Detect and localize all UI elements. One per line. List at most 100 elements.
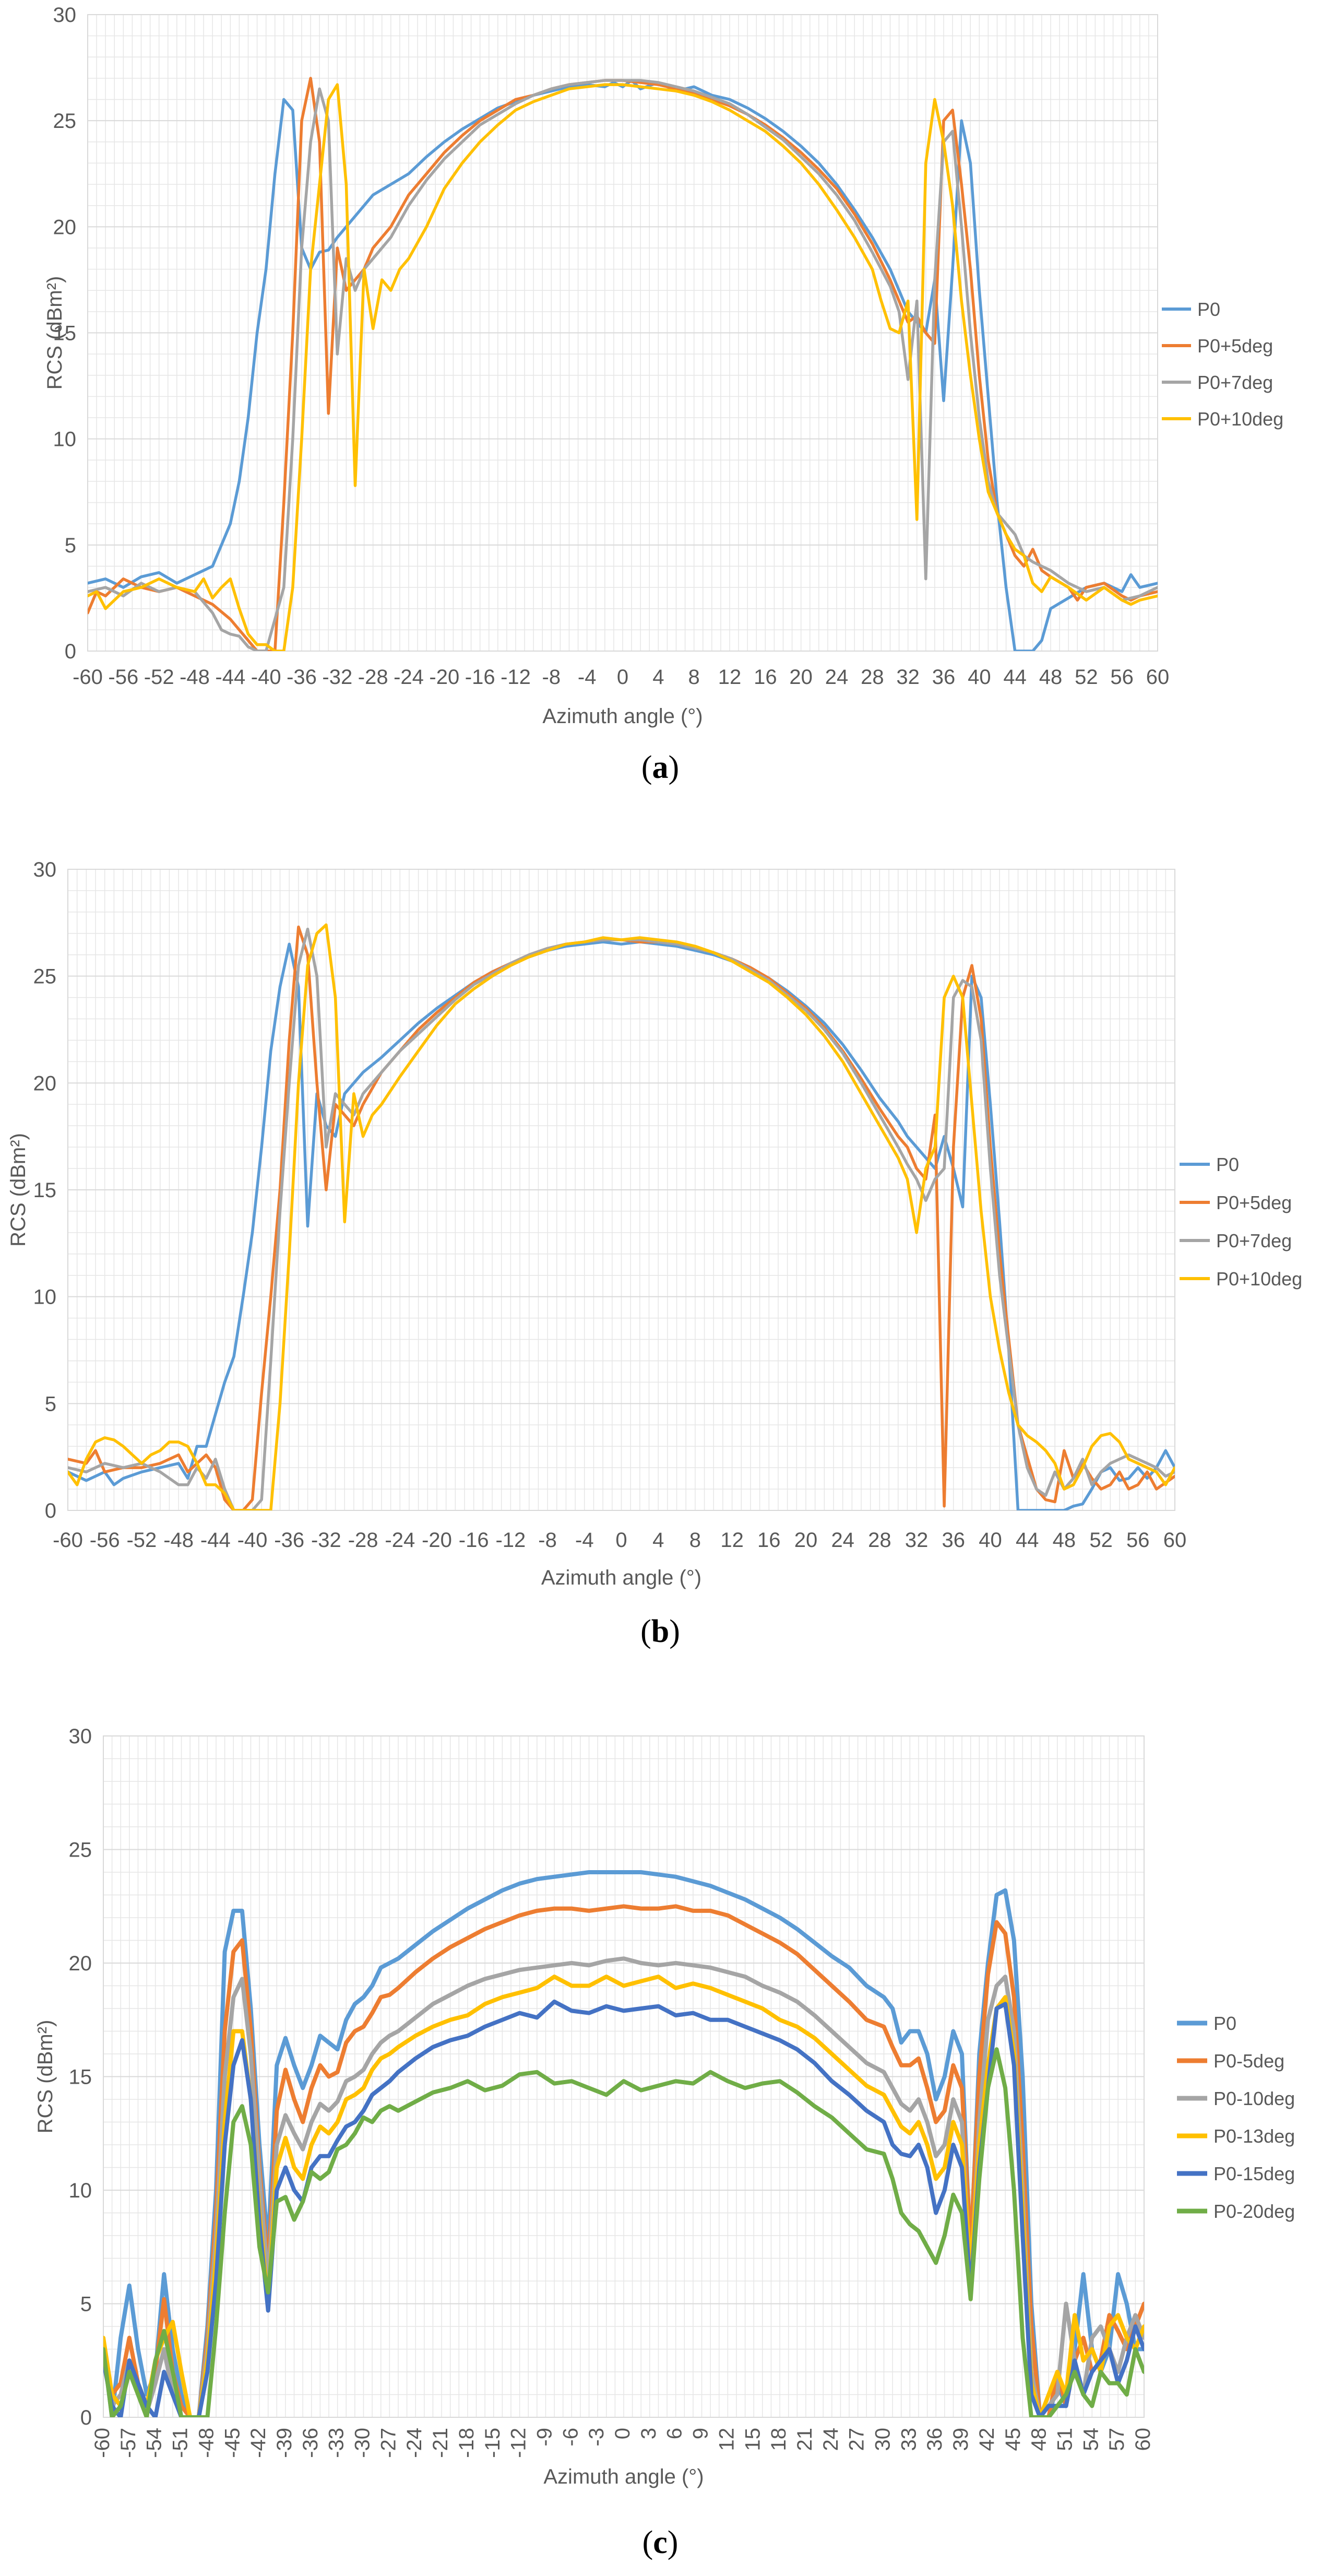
x-tick-label: -30 — [351, 2428, 374, 2458]
x-tick-label: 40 — [979, 1529, 1002, 1552]
x-tick-label: 24 — [831, 1529, 854, 1552]
x-tick-label: -56 — [90, 1529, 120, 1552]
y-tick-label: 5 — [80, 2293, 92, 2316]
y-axis-title: RCS (dBm²) — [34, 2020, 57, 2134]
x-tick-label: 4 — [652, 1529, 664, 1552]
grid — [103, 1735, 1145, 2418]
x-tick-label: 24 — [825, 666, 849, 689]
x-tick-label: -60 — [53, 1529, 83, 1552]
x-tick-label: -44 — [200, 1529, 231, 1552]
x-tick-label: -4 — [578, 666, 597, 689]
x-tick-label: 9 — [689, 2428, 712, 2439]
x-tick-label: -27 — [377, 2428, 400, 2458]
y-tick-label: 0 — [45, 1499, 56, 1522]
legend-label: P0+10deg — [1216, 1268, 1302, 1290]
x-tick-label: -48 — [195, 2428, 218, 2458]
x-tick-label: -9 — [533, 2428, 556, 2447]
legend-label: P0-15deg — [1213, 2163, 1295, 2184]
y-tick-label: 30 — [53, 4, 77, 27]
x-tick-label: -48 — [180, 666, 210, 689]
x-tick-label: 36 — [942, 1529, 966, 1552]
x-tick-label: 60 — [1163, 1529, 1187, 1552]
x-tick-label: 28 — [861, 666, 884, 689]
legend-label: P0+5deg — [1197, 335, 1273, 357]
panel-label: (c) — [642, 2525, 679, 2560]
legend-label: P0 — [1213, 2013, 1236, 2034]
x-tick-label: 52 — [1075, 666, 1098, 689]
x-tick-label: 8 — [688, 666, 700, 689]
x-tick-label: -32 — [311, 1529, 341, 1552]
x-tick-label: -12 — [501, 666, 531, 689]
x-tick-label: 24 — [819, 2428, 842, 2451]
x-tick-label: 0 — [617, 666, 628, 689]
series-line-p0-10deg — [103, 1956, 1144, 2417]
y-tick-label: 0 — [80, 2406, 92, 2429]
x-tick-label: 18 — [767, 2428, 790, 2451]
x-tick-label: 30 — [872, 2428, 895, 2451]
x-tick-label: 44 — [1003, 666, 1027, 689]
legend: P0 P0+5deg P0+7deg P0+10deg — [1180, 1154, 1302, 1290]
y-tick-label: 5 — [45, 1392, 56, 1415]
x-tick-label: 28 — [868, 1529, 891, 1552]
panel-label: (b) — [640, 1614, 680, 1649]
x-tick-label: -36 — [274, 1529, 304, 1552]
x-tick-label: 39 — [949, 2428, 972, 2451]
x-tick-label: -54 — [143, 2428, 166, 2458]
series-line-p0-10deg — [68, 923, 1175, 1510]
x-tick-label: -40 — [237, 1529, 268, 1552]
x-tick-label: 3 — [637, 2428, 660, 2439]
x-tick-label: -28 — [358, 666, 388, 689]
x-tick-label: -42 — [247, 2428, 270, 2458]
y-axis-title: RCS (dBm²) — [7, 1133, 30, 1247]
series-line-p0-7deg — [88, 79, 1158, 651]
x-tick-label: -32 — [322, 666, 352, 689]
series-line-p0-10deg — [88, 83, 1158, 651]
legend-label: P0+5deg — [1216, 1192, 1292, 1213]
x-tick-label: 20 — [789, 666, 813, 689]
x-tick-label: -12 — [507, 2428, 530, 2458]
x-tick-label: -45 — [221, 2428, 244, 2458]
x-tick-label: 12 — [720, 1529, 744, 1552]
x-tick-label: -24 — [385, 1529, 415, 1552]
x-tick-label: -6 — [559, 2428, 582, 2447]
panel-letter: a — [652, 750, 669, 785]
x-axis-title: Azimuth angle (°) — [542, 705, 703, 728]
x-tick-label: 33 — [897, 2428, 920, 2451]
x-tick-label: -44 — [215, 666, 245, 689]
x-tick-label: -4 — [575, 1529, 594, 1552]
x-tick-label: 32 — [905, 1529, 929, 1552]
x-tick-label: -40 — [251, 666, 281, 689]
x-tick-label: 56 — [1126, 1529, 1150, 1552]
y-tick-label: 25 — [53, 110, 77, 133]
x-tick-label: -60 — [91, 2428, 114, 2458]
x-tick-label: -36 — [299, 2428, 322, 2458]
y-tick-label: 20 — [69, 1952, 92, 1975]
x-tick-label: 48 — [1028, 2428, 1051, 2451]
x-tick-label: 21 — [793, 2428, 816, 2451]
x-tick-label: 60 — [1146, 666, 1170, 689]
x-tick-label: -56 — [108, 666, 138, 689]
panel-letter: c — [653, 2525, 668, 2560]
x-tick-label: 48 — [1039, 666, 1063, 689]
x-tick-label: -12 — [495, 1529, 526, 1552]
series-line-p0-20deg — [103, 2047, 1144, 2417]
x-tick-label: 20 — [794, 1529, 818, 1552]
x-tick-label: 44 — [1016, 1529, 1039, 1552]
series-line-p0-5deg — [103, 1904, 1144, 2417]
grid — [67, 869, 1175, 1511]
x-tick-label: -36 — [287, 666, 317, 689]
x-tick-label: -33 — [325, 2428, 348, 2458]
series-line-p0-15deg — [103, 1999, 1144, 2417]
x-tick-label: 36 — [932, 666, 956, 689]
x-tick-label: 52 — [1089, 1529, 1113, 1552]
legend: P0 P0+5deg P0+7deg P0+10deg — [1162, 299, 1283, 430]
x-tick-label: -60 — [73, 666, 103, 689]
x-tick-label: -20 — [429, 666, 459, 689]
x-tick-label: 54 — [1079, 2428, 1102, 2451]
x-tick-label: -52 — [144, 666, 174, 689]
x-tick-label: -8 — [542, 666, 561, 689]
legend-label: P0 — [1197, 299, 1220, 320]
y-tick-label: 10 — [33, 1286, 57, 1309]
